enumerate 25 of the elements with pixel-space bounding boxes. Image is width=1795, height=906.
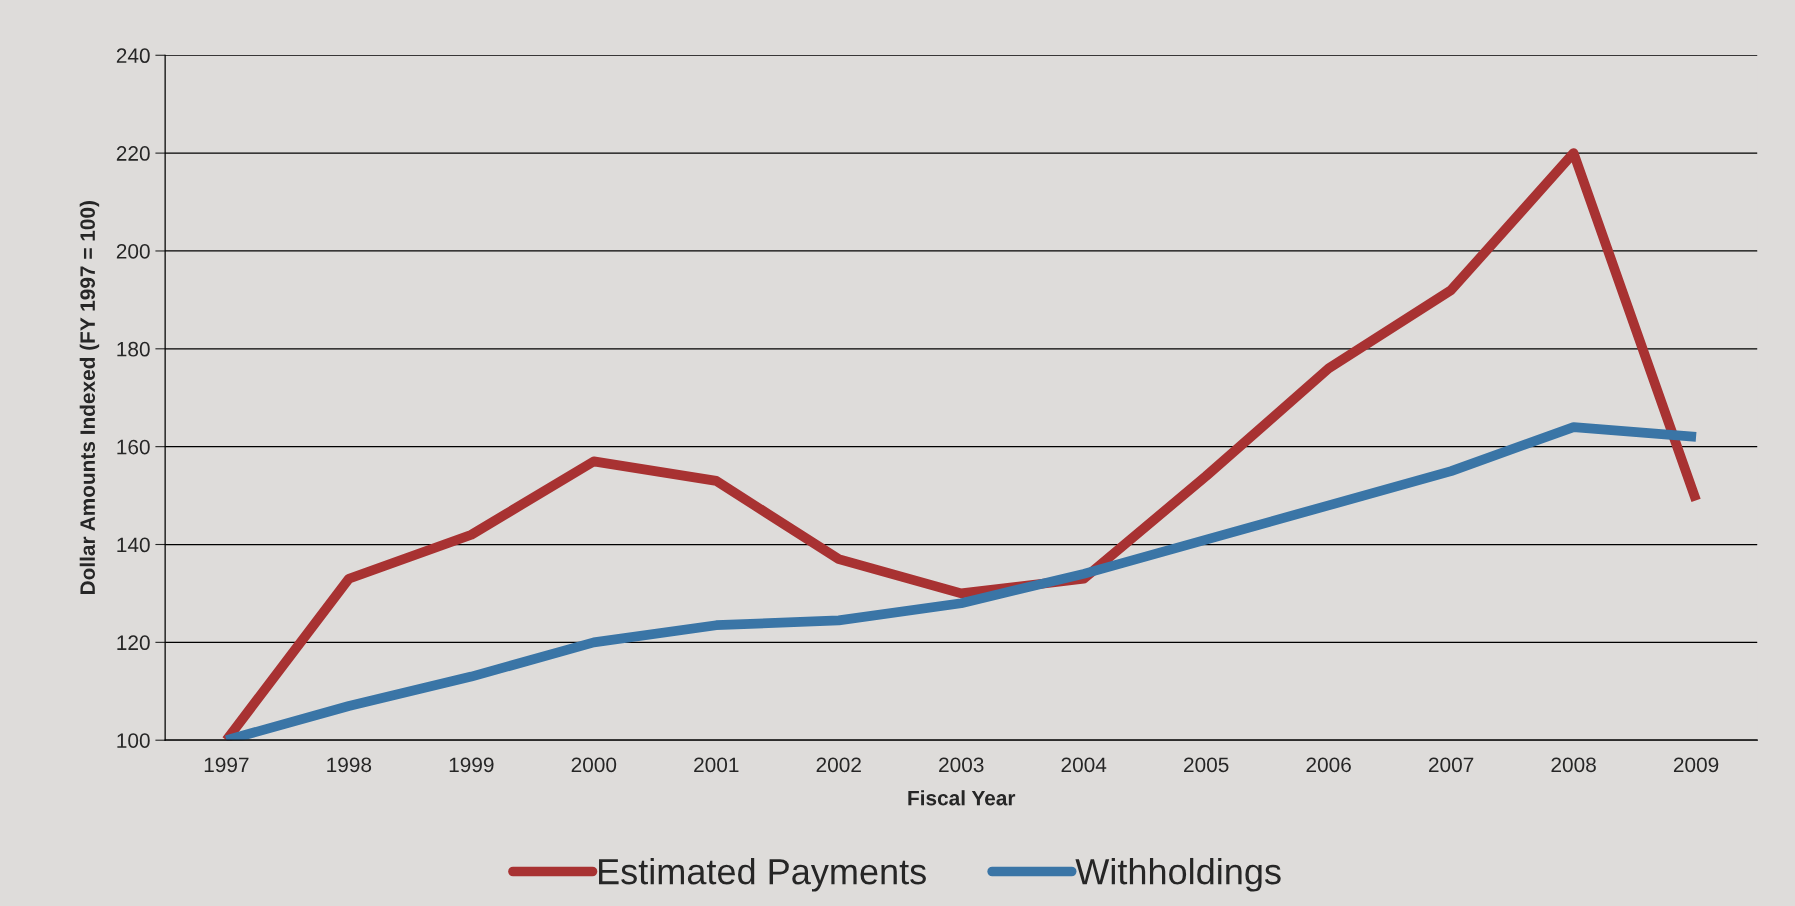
x-tick-label: 2002 [816, 757, 861, 773]
x-tick-label: 2008 [1551, 757, 1596, 773]
x-tick-label: 2001 [694, 757, 739, 773]
x-tick-label: 2004 [1061, 757, 1107, 773]
x-tick-label: 2005 [1184, 757, 1229, 773]
x-tick-label: 2007 [1429, 757, 1474, 773]
x-tick-label: 2009 [1673, 757, 1719, 773]
y-tick-label: 200 [116, 243, 150, 259]
y-tick-label: 100 [117, 733, 150, 748]
x-tick-label: 2000 [571, 757, 617, 773]
legend-label: Withholdings [1075, 857, 1281, 892]
x-axis-title: Fiscal Year [908, 790, 1016, 806]
y-tick-label: 180 [117, 341, 150, 357]
y-tick-label: 120 [117, 635, 150, 651]
legend-label: Estimated Payments [599, 857, 926, 892]
y-tick-label: 160 [117, 439, 150, 455]
x-tick-label: 2006 [1306, 757, 1351, 773]
x-tick-label: 2003 [939, 757, 984, 773]
x-tick-label: 1998 [327, 757, 372, 773]
x-tick-label: 1999 [449, 757, 494, 773]
y-axis-title: Dollar Amounts Indexed (FY 1997 = 100) [79, 201, 100, 595]
y-tick-label: 140 [117, 537, 150, 553]
x-tick-label: 1997 [204, 757, 249, 773]
y-tick-label: 220 [116, 146, 150, 161]
y-tick-label: 240 [116, 48, 150, 64]
